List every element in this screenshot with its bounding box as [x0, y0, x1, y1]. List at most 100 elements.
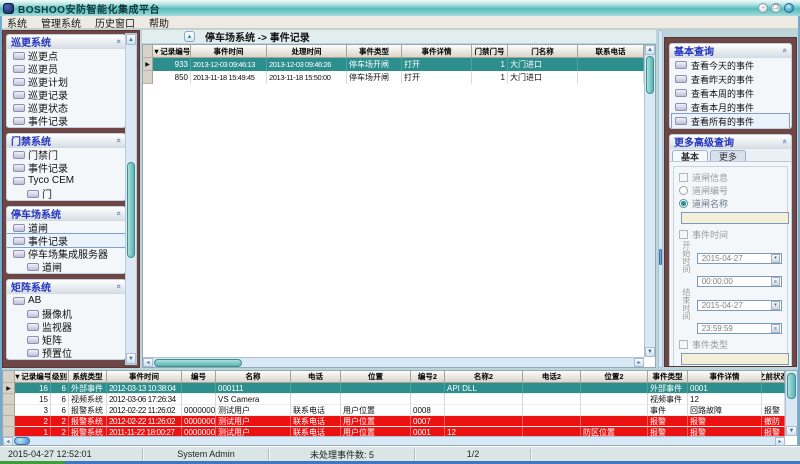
query-shortcut-item[interactable]: 查看所有的事件: [671, 113, 790, 128]
end-time-field[interactable]: 23:59:59 ≡: [696, 323, 782, 334]
scroll-left-icon[interactable]: ◂: [143, 358, 153, 367]
menu-item[interactable]: 帮助: [149, 18, 169, 30]
end-date-field[interactable]: 2015-04-27 ▾: [696, 299, 782, 311]
section-header[interactable]: 巡更系统 «: [7, 35, 125, 49]
column-header-no[interactable]: 编号: [182, 371, 216, 383]
column-header-record-no[interactable]: ▼记录编号: [15, 371, 51, 383]
scrollbar-thumb[interactable]: [127, 162, 135, 258]
column-header-level[interactable]: 级别: [51, 371, 69, 383]
sidebar-tree-item[interactable]: AB: [7, 294, 125, 307]
sidebar-tree-item[interactable]: 事件记录: [7, 161, 125, 175]
table-row[interactable]: ▶ 16 6 外部事件 2012-03-13 10:38:04 000111 A…: [3, 383, 797, 394]
gate-name-radio[interactable]: [679, 198, 688, 208]
table-row[interactable]: 15 6 视频系统 2012-03-06 17:26:34 VS Camera …: [3, 394, 797, 405]
column-header-record-no[interactable]: ▼记录编号: [153, 45, 191, 58]
events-table-vscrollbar[interactable]: ▲ ▼: [644, 45, 655, 357]
sidebar-tree-item[interactable]: 门禁门: [7, 148, 125, 162]
sidebar-tree-item[interactable]: 巡更记录: [7, 88, 125, 102]
column-header-event-time[interactable]: 事件时间: [191, 45, 267, 58]
column-header-event-detail[interactable]: 事件详情: [688, 371, 762, 383]
sidebar-tree-item[interactable]: 门: [7, 187, 125, 200]
time-spinner-icon[interactable]: ≡: [771, 324, 780, 333]
time-spinner-icon[interactable]: ≡: [771, 277, 780, 286]
start-date-field[interactable]: 2015-04-27 ▾: [696, 252, 782, 264]
column-header-phone[interactable]: 电话: [291, 371, 341, 383]
scroll-right-icon[interactable]: ▸: [634, 358, 644, 367]
query-shortcut-item[interactable]: 查看昨天的事件: [672, 72, 789, 86]
query-shortcut-item[interactable]: 查看本月的事件: [672, 100, 789, 114]
section-header[interactable]: 更多高级查询 «: [670, 135, 791, 149]
sidebar-tree-item[interactable]: 道闸: [7, 221, 125, 235]
scrollbar-thumb[interactable]: [14, 437, 30, 445]
scroll-right-icon[interactable]: ▸: [775, 436, 785, 446]
section-header[interactable]: 门禁系统 «: [7, 134, 125, 148]
rightbar-scrollbar[interactable]: [658, 30, 663, 368]
sidebar-tree-item[interactable]: 巡更点: [7, 49, 125, 63]
tab-more[interactable]: 更多: [710, 150, 747, 162]
collapse-panel-button[interactable]: ▲: [184, 31, 195, 42]
section-header[interactable]: 矩阵系统 «: [7, 280, 125, 294]
query-shortcut-item[interactable]: 查看本周的事件: [672, 86, 789, 100]
table-row[interactable]: ▶ 933 2013-12-03 09:46:13 2013-12-03 09:…: [143, 58, 655, 71]
column-header-location2[interactable]: 位置2: [581, 371, 648, 383]
table-row[interactable]: 2 2 报警系统 2012-02-22 11:26:02 00000002 测试…: [3, 416, 797, 427]
start-time-field[interactable]: 00:00:00 ≡: [696, 276, 782, 287]
column-header-system-type[interactable]: 系统类型: [69, 371, 107, 383]
sidebar-scrollbar[interactable]: ▲ ▼: [125, 33, 137, 365]
scrollbar-thumb[interactable]: [787, 373, 796, 399]
scrollbar-thumb[interactable]: [646, 56, 654, 94]
scroll-up-icon[interactable]: ▲: [645, 45, 655, 55]
scrollbar-thumb[interactable]: [154, 358, 242, 367]
menu-item[interactable]: 管理系统: [41, 18, 81, 30]
scroll-left-icon[interactable]: ◂: [3, 436, 13, 446]
sidebar-tree-item[interactable]: 矩阵: [7, 333, 125, 347]
menu-item[interactable]: 系统: [7, 18, 27, 30]
section-header[interactable]: 停车场系统 «: [7, 207, 125, 221]
section-header[interactable]: 基本查询 «: [670, 44, 791, 58]
column-header-no2[interactable]: 编号2: [411, 371, 445, 383]
sidebar-tree-item[interactable]: 摄像机: [7, 307, 125, 321]
column-header-phone[interactable]: 联系电话: [578, 45, 644, 58]
column-header-event-type[interactable]: 事件类型: [347, 45, 402, 58]
events-table-hscrollbar[interactable]: ◂ ▸: [143, 357, 644, 367]
column-header-phone2[interactable]: 电话2: [523, 371, 581, 383]
realtime-table-vscrollbar[interactable]: ▼: [785, 371, 797, 436]
minimize-button[interactable]: −: [758, 3, 768, 13]
sidebar-tree-item[interactable]: 事件记录: [7, 233, 125, 248]
column-header-door-no[interactable]: 门禁门号: [472, 45, 508, 58]
menu-item[interactable]: 历史窗口: [95, 18, 135, 30]
realtime-table-hscrollbar[interactable]: ◂ ▸: [3, 436, 785, 446]
column-header-name[interactable]: 名称: [216, 371, 291, 383]
column-header-name2[interactable]: 名称2: [445, 371, 523, 383]
column-header-location[interactable]: 位置: [341, 371, 411, 383]
sidebar-tree-item[interactable]: 巡更计划: [7, 75, 125, 89]
scrollbar-thumb[interactable]: [659, 249, 662, 265]
sidebar-tree-item[interactable]: 事件记录: [7, 114, 125, 127]
column-header-event-time[interactable]: 事件时间: [107, 371, 182, 383]
sidebar-tree-item[interactable]: 监视器: [7, 320, 125, 334]
scroll-up-icon[interactable]: ▲: [126, 34, 136, 45]
sidebar-tree-item[interactable]: 巡更员: [7, 62, 125, 76]
scroll-down-icon[interactable]: ▼: [645, 347, 655, 357]
event-type-input[interactable]: [681, 353, 789, 365]
close-button[interactable]: ×: [784, 3, 794, 13]
maximize-button[interactable]: ❐: [771, 3, 781, 13]
column-header-door-name[interactable]: 门名称: [508, 45, 578, 58]
column-header-event-detail[interactable]: 事件详情: [402, 45, 472, 58]
sidebar-tree-item[interactable]: 道闸: [7, 260, 125, 273]
column-header-prev-state[interactable]: 之前状态: [762, 371, 785, 383]
scroll-down-icon[interactable]: ▼: [126, 353, 136, 364]
sidebar-tree-item[interactable]: 停车场集成服务器: [7, 247, 125, 261]
gate-name-input[interactable]: [681, 212, 789, 224]
column-header-process-time[interactable]: 处理时间: [267, 45, 347, 58]
table-row[interactable]: 3 6 报警系统 2012-02-22 11:26:02 00000002 测试…: [3, 405, 797, 416]
scroll-down-icon[interactable]: ▼: [786, 426, 797, 436]
tab-basic[interactable]: 基本: [672, 150, 709, 162]
sidebar-tree-item[interactable]: 预置位: [7, 346, 125, 359]
calendar-dropdown-icon[interactable]: ▾: [771, 253, 780, 263]
column-header-event-type[interactable]: 事件类型: [648, 371, 688, 383]
query-shortcut-item[interactable]: 查看今天的事件: [672, 58, 789, 72]
sidebar-tree-item[interactable]: 巡更状态: [7, 101, 125, 115]
table-row[interactable]: 850 2013-11-18 15:49:45 2013-11-18 15:50…: [143, 71, 655, 84]
calendar-dropdown-icon[interactable]: ▾: [771, 300, 780, 310]
